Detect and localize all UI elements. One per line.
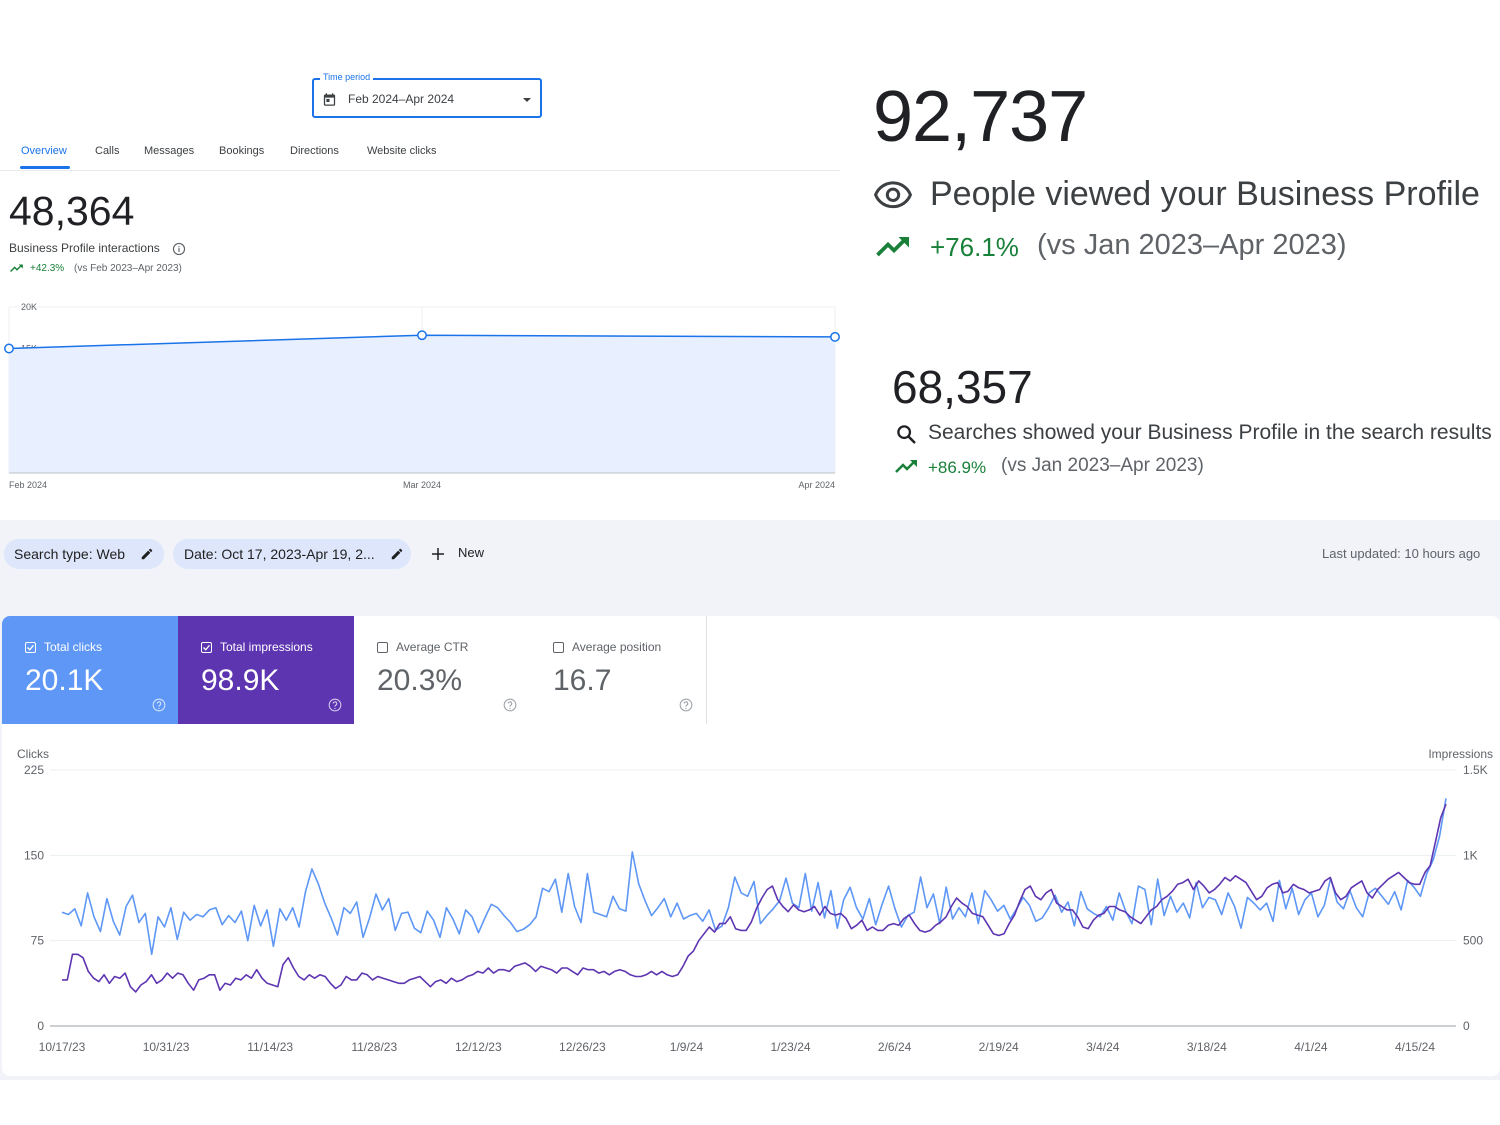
left-axis-title: Clicks (17, 747, 49, 761)
x-tick-label: 4/15/24 (1395, 1040, 1435, 1054)
checkbox-checked-icon[interactable] (201, 642, 212, 653)
searches-compare-range: (vs Jan 2023–Apr 2023) (1001, 455, 1204, 476)
profile-views-change: +76.1% (930, 232, 1019, 262)
total-impressions-title: Total impressions (220, 640, 313, 654)
profile-views-label: People viewed your Business Profile (930, 175, 1480, 213)
trending-up-icon (876, 237, 909, 257)
checkbox-unchecked-icon[interactable] (377, 642, 388, 653)
data-point (417, 330, 427, 341)
tab-directions[interactable]: Directions (290, 145, 339, 157)
search-type-filter-label: Search type: Web (14, 546, 126, 562)
time-period-select[interactable] (312, 78, 542, 118)
right-y-tick-label: 1K (1463, 848, 1478, 862)
help-icon[interactable] (328, 698, 342, 712)
tab-overview[interactable]: Overview (21, 145, 67, 157)
checkbox-unchecked-icon[interactable] (553, 642, 564, 653)
search-type-filter-chip[interactable]: Search type: Web (4, 539, 164, 569)
right-y-tick-label: 1.5K (1463, 763, 1488, 777)
x-tick-label: Feb 2024 (9, 480, 47, 490)
tab-messages[interactable]: Messages (144, 145, 195, 157)
x-tick-label: 11/28/23 (351, 1040, 397, 1054)
x-tick-label: 10/31/23 (143, 1040, 190, 1054)
left-y-tick-label: 225 (24, 763, 44, 777)
checkbox-checked-icon[interactable] (25, 642, 36, 653)
data-point (830, 331, 840, 342)
plus-icon[interactable] (429, 545, 447, 563)
x-tick-label: 12/26/23 (559, 1040, 606, 1054)
profile-views-compare-range: (vs Jan 2023–Apr 2023) (1037, 229, 1347, 261)
calendar-icon (323, 93, 336, 106)
interactions-label: Business Profile interactions (9, 241, 160, 255)
searches-change: +86.9% (928, 458, 987, 477)
info-icon[interactable] (172, 242, 186, 256)
tab-bookings[interactable]: Bookings (219, 145, 265, 157)
left-y-tick-label: 0 (37, 1019, 44, 1033)
x-tick-label: 10/17/23 (39, 1040, 86, 1054)
active-tab-indicator (20, 166, 70, 169)
x-tick-label: 3/4/24 (1086, 1040, 1120, 1054)
search-icon (897, 425, 916, 444)
edit-icon[interactable] (140, 547, 154, 561)
average-ctr-value: 20.3% (377, 664, 463, 697)
caret-down-icon[interactable] (522, 96, 532, 104)
performance-line-chart: 225 1.5K 150 1K 75 500 0 0 Clicks Impressions 10/1… (17, 747, 1493, 1054)
searches-label: Searches showed your Business Profile in… (928, 421, 1492, 444)
interactions-change: +42.3% (30, 263, 65, 274)
trending-up-icon (10, 264, 23, 273)
right-axis-title: Impressions (1428, 747, 1493, 761)
tabs-divider (0, 170, 840, 171)
data-point (4, 343, 14, 354)
x-tick-label: 2/6/24 (878, 1040, 912, 1054)
eye-icon (874, 181, 912, 209)
metric-strip-background (707, 616, 1500, 724)
average-position-title: Average position (572, 640, 662, 654)
total-clicks-card[interactable]: Total clicks 20.1K (2, 616, 179, 724)
total-clicks-value: 20.1K (25, 664, 104, 697)
x-tick-label: Apr 2024 (798, 480, 835, 490)
tab-website-clicks[interactable]: Website clicks (367, 145, 437, 157)
impressions-series-line (62, 803, 1447, 993)
date-filter-chip[interactable]: Date: Oct 17, 2023-Apr 19, 2... (173, 539, 411, 569)
edit-icon[interactable] (390, 547, 404, 561)
average-ctr-title: Average CTR (396, 640, 469, 654)
right-y-tick-label: 0 (1463, 1019, 1470, 1033)
interactions-compare-range: (vs Feb 2023–Apr 2023) (74, 263, 182, 274)
left-y-tick-label: 75 (31, 934, 45, 948)
x-tick-label: 3/18/24 (1187, 1040, 1227, 1054)
new-filter-button[interactable]: New (458, 545, 485, 560)
right-y-tick-label: 500 (1463, 934, 1483, 948)
date-filter-label: Date: Oct 17, 2023-Apr 19, 2... (184, 546, 375, 562)
trending-up-icon (895, 460, 917, 473)
interactions-value: 48,364 (9, 188, 135, 234)
y-tick-label: 20K (21, 302, 37, 312)
average-position-card[interactable]: Average position 16.7 (530, 616, 707, 724)
x-tick-label: 11/14/23 (247, 1040, 293, 1054)
profile-views-value: 92,737 (873, 77, 1088, 157)
total-clicks-title: Total clicks (44, 640, 103, 654)
x-tick-label: 4/1/24 (1294, 1040, 1328, 1054)
total-impressions-card[interactable]: Total impressions 98.9K (178, 616, 355, 724)
x-tick-label: Mar 2024 (403, 480, 441, 490)
help-icon[interactable] (503, 698, 517, 712)
help-icon[interactable] (152, 698, 166, 712)
clicks-series-line (61, 798, 1447, 956)
time-period-value[interactable]: Feb 2024–Apr 2024 (348, 92, 455, 106)
average-position-value: 16.7 (553, 664, 612, 697)
x-tick-label: 12/12/23 (455, 1040, 502, 1054)
tab-calls[interactable]: Calls (95, 145, 120, 157)
interactions-area (9, 335, 835, 473)
left-y-tick-label: 150 (24, 848, 44, 862)
help-icon[interactable] (679, 698, 693, 712)
searches-value: 68,357 (892, 361, 1033, 413)
total-impressions-value: 98.9K (201, 664, 280, 697)
average-ctr-card[interactable]: Average CTR 20.3% (354, 616, 531, 724)
x-tick-label: 1/23/24 (771, 1040, 811, 1054)
x-tick-label: 1/9/24 (670, 1040, 704, 1054)
x-tick-label: 2/19/24 (979, 1040, 1019, 1054)
last-updated-text: Last updated: 10 hours ago (1322, 546, 1481, 561)
time-period-label: Time period (320, 72, 374, 82)
